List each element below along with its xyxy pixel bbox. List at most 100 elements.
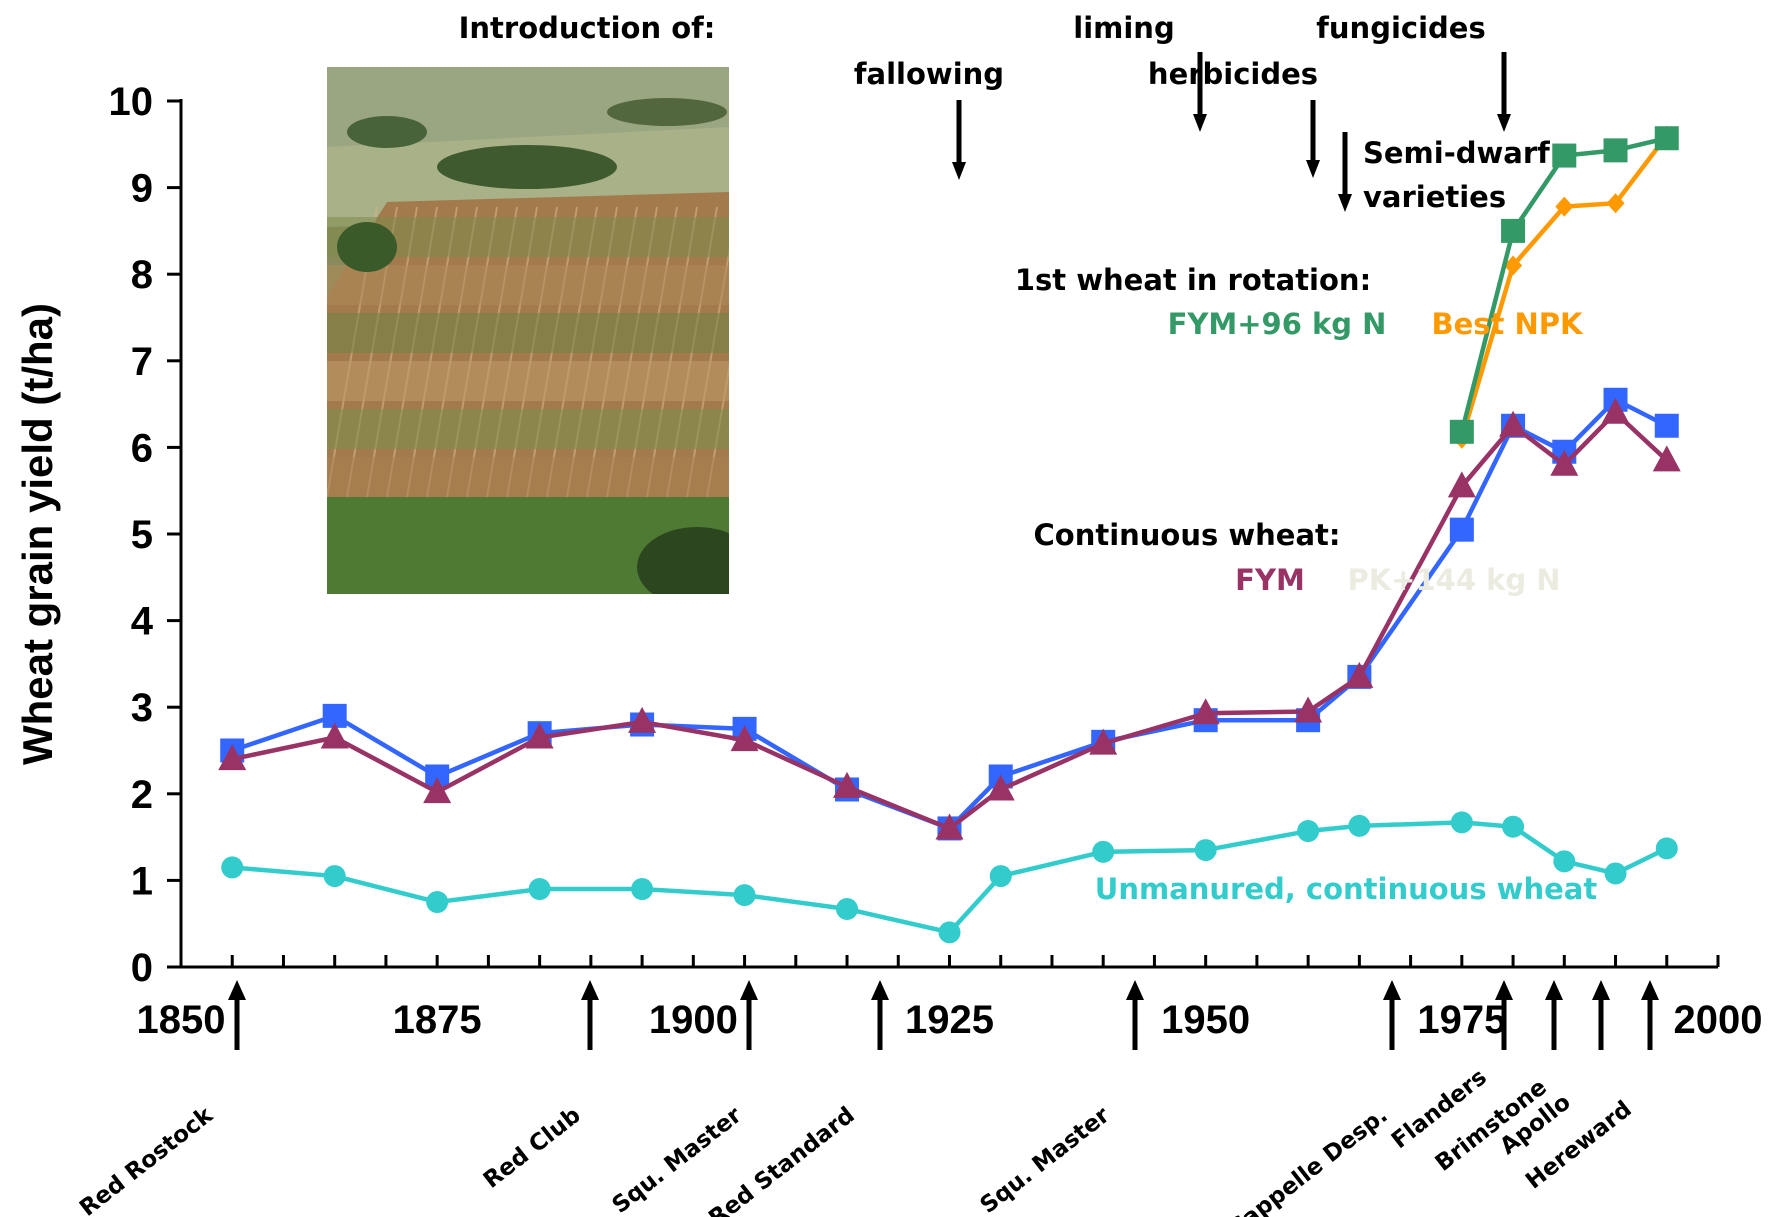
data-point [1553, 850, 1576, 873]
y-tick-label: 9 [131, 167, 153, 211]
data-point [323, 865, 346, 888]
legends: 1st wheat in rotation: FYM+96 kg N Best NP… [1015, 263, 1598, 906]
y-tick-label: 3 [131, 686, 153, 730]
variety-label: Squ. Master [976, 1102, 1116, 1217]
variety-label: Red Club [479, 1102, 586, 1194]
data-point [628, 706, 657, 733]
data-point [1550, 449, 1579, 476]
variety-label: Red Rostock [75, 1102, 218, 1217]
data-point [1294, 696, 1323, 723]
y-tick-label: 4 [131, 600, 154, 644]
data-point [1502, 815, 1525, 838]
variety-arrow [1545, 980, 1563, 1050]
data-point [1652, 445, 1681, 472]
variety-arrow [871, 980, 889, 1050]
data-point [733, 884, 756, 907]
series-best-npk [1452, 125, 1676, 449]
intro-arrow [952, 100, 966, 180]
intro-label: fungicides [1316, 11, 1485, 45]
intro-label: herbicides [1148, 57, 1318, 91]
intro-semi-dwarf: Semi-dwarf varieties [1363, 136, 1550, 214]
y-tick-label: 1 [131, 859, 153, 903]
y-tick-label: 7 [131, 340, 153, 384]
legend-label: FYM [1235, 563, 1305, 597]
data-point [525, 722, 554, 749]
series-unmanured-continuous-wheat [221, 811, 1678, 944]
introductions-heading: Introduction of: [459, 11, 716, 45]
data-point [986, 774, 1015, 801]
intro-arrow [1497, 52, 1511, 132]
data-point [528, 878, 551, 901]
x-tick-label: 1975 [1417, 998, 1506, 1042]
data-point [1191, 698, 1220, 725]
y-tick-label: 0 [131, 946, 153, 990]
data-point [1606, 193, 1625, 214]
data-point [1654, 126, 1679, 151]
y-axis-label: Wheat grain yield (t/ha) [14, 303, 61, 765]
data-point [218, 744, 247, 771]
x-tick-label: 1925 [905, 998, 994, 1042]
variety-arrow [1495, 980, 1513, 1050]
intro-arrow [1338, 132, 1352, 212]
x-tick-label: 1875 [393, 998, 482, 1042]
variety-arrow [1641, 980, 1659, 1050]
variety-arrow [1383, 980, 1401, 1050]
intro-label: varieties [1363, 180, 1506, 214]
data-point [1297, 820, 1320, 843]
data-point [1348, 814, 1371, 837]
data-point [1552, 143, 1577, 168]
x-tick-label: 1850 [137, 998, 226, 1042]
intro-label: Semi-dwarf [1363, 136, 1550, 170]
y-tick-label: 2 [131, 773, 153, 817]
data-point [1450, 811, 1473, 834]
data-point [1092, 840, 1115, 863]
data-point [221, 856, 244, 879]
data-point [989, 865, 1012, 888]
variety-arrow [581, 980, 599, 1050]
data-point [1194, 839, 1217, 862]
variety-arrow [740, 980, 758, 1050]
data-point [1655, 837, 1678, 860]
axes: 0 1 2 3 4 5 6 7 8 9 10 1850 1875 1900 1925 1950 1975 2000… [14, 80, 1762, 1042]
y-tick-label: 5 [131, 513, 153, 557]
legend-label: FYM+96 kg N [1168, 307, 1387, 341]
x-tick-label: 1900 [649, 998, 738, 1042]
data-point [833, 771, 862, 798]
y-tick-label: 6 [131, 426, 153, 470]
data-point [730, 725, 759, 752]
data-point [631, 878, 654, 901]
data-point [1447, 471, 1476, 498]
aerial-field-photo [327, 67, 729, 594]
legend-heading-rotation: 1st wheat in rotation: [1015, 263, 1371, 297]
data-point [1501, 218, 1526, 243]
data-point [1449, 517, 1474, 542]
data-point [935, 813, 964, 840]
intro-arrow [1306, 100, 1320, 178]
data-point [836, 897, 859, 920]
legend-label: Best NPK [1432, 307, 1585, 341]
data-point [1555, 196, 1574, 217]
y-tick-label: 8 [131, 253, 153, 297]
intro-label: fallowing [854, 57, 1004, 91]
variety-label: Cappelle Desp. [1224, 1102, 1393, 1217]
data-point [1654, 413, 1679, 438]
legend-heading-continuous: Continuous wheat: [1033, 518, 1340, 552]
data-point [1089, 728, 1118, 755]
x-tick-label: 1950 [1161, 998, 1250, 1042]
data-point [1603, 138, 1628, 163]
data-point [1601, 397, 1630, 424]
data-point [1345, 661, 1374, 688]
intro-label: liming [1073, 11, 1174, 45]
data-point [320, 722, 349, 749]
y-tick-label: 10 [109, 80, 154, 124]
legend-label: Unmanured, continuous wheat [1095, 872, 1598, 906]
series [218, 125, 1681, 944]
data-point [938, 921, 961, 944]
data-point [426, 891, 449, 914]
series-fym-96-kg-n [1449, 126, 1679, 444]
variety-arrow [228, 980, 246, 1050]
series-fym [218, 397, 1681, 840]
data-point [1504, 255, 1523, 276]
intro-arrow [1193, 52, 1207, 132]
variety-arrow [1126, 980, 1144, 1050]
